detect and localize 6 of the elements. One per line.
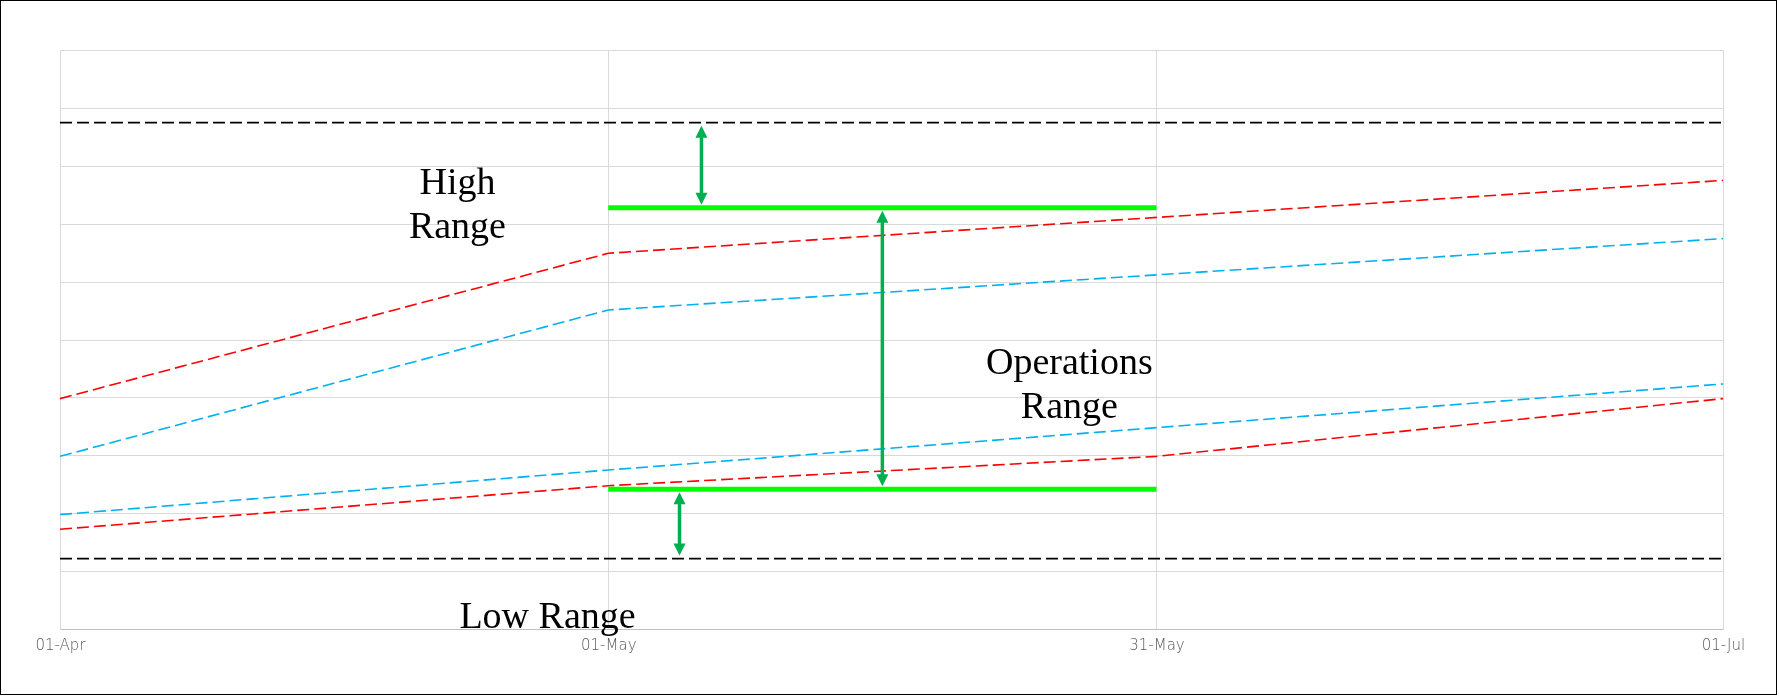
annotation: High Range — [408, 160, 506, 247]
annotation: Operations Range — [986, 340, 1153, 427]
x-tick-label: 31-May — [1129, 635, 1185, 654]
x-tick-label: 01-May — [580, 635, 637, 654]
x-tick-label: 01-Apr — [35, 635, 87, 654]
x-tick-label: 01-Jul — [1701, 635, 1746, 654]
